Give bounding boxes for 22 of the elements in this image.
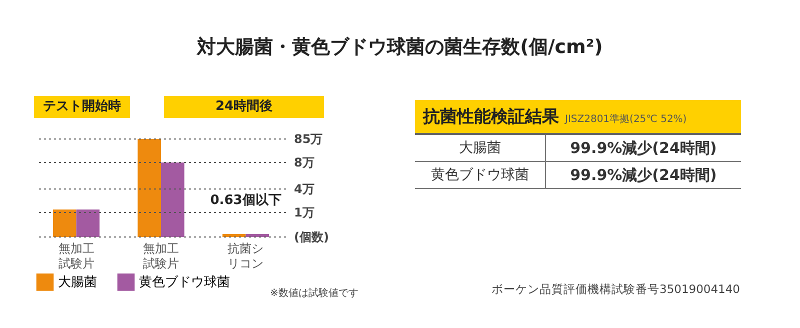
ref-line-label: (個数): [294, 230, 329, 244]
legend-label: 大腸菌: [58, 275, 97, 290]
legend-label: 黄色ブドウ球菌: [139, 275, 230, 290]
text: 24時間後: [164, 96, 324, 118]
x-tick-label: 無加工試験片: [143, 242, 179, 270]
annotation: 0.63個以下: [210, 193, 282, 208]
text: 99.9%減少(24時間): [545, 162, 741, 188]
text: 99.9%減少(24時間): [545, 135, 741, 162]
text: 対大腸菌・黄色ブドウ球菌の菌生存数(個/cm²): [196, 35, 604, 60]
text: テスト開始時: [34, 96, 130, 118]
text: JISZ2801準拠(25℃ 52%): [565, 114, 687, 125]
text: 黄色ブドウ球菌: [415, 162, 546, 188]
ref-line-label: 85万: [294, 132, 323, 146]
text: 抗菌性能検証結果: [423, 107, 559, 127]
text: 大腸菌: [415, 135, 546, 162]
text: ボーケン品質評価機構試験番号35019004140: [490, 282, 740, 297]
x-tick-label: 無加工試験片: [58, 242, 94, 270]
x-tick-label: 抗菌シリコン: [228, 242, 264, 270]
ref-line-label: 8万: [294, 156, 314, 170]
ref-line-label: 1万: [294, 206, 314, 220]
ref-line-label: 4万: [294, 182, 314, 196]
text: ※数値は試験値です: [270, 286, 358, 300]
